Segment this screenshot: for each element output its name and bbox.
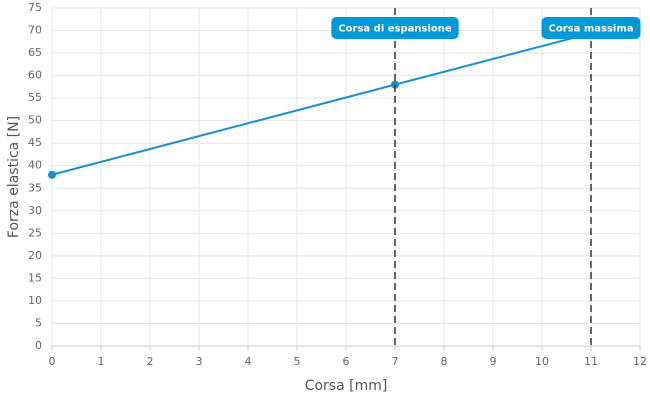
x-tick-label: 2	[147, 355, 154, 368]
y-tick-label: 40	[28, 159, 42, 172]
y-tick-label: 55	[28, 91, 42, 104]
y-tick-label: 75	[28, 1, 42, 14]
point	[48, 170, 56, 179]
annotation-label: Corsa di espansione	[338, 24, 452, 35]
x-tick-label: 10	[535, 355, 549, 368]
x-tick-label: 0	[49, 355, 56, 368]
y-tick-label: 60	[28, 69, 42, 82]
x-tick-label: 9	[490, 355, 497, 368]
x-tick-label: 5	[294, 355, 301, 368]
x-tick-label: 4	[245, 355, 252, 368]
y-tick-label: 65	[28, 46, 42, 59]
y-tick-label: 10	[28, 294, 42, 307]
y-tick-label: 45	[28, 136, 42, 149]
x-tick-label: 6	[343, 355, 350, 368]
annotation-label: Corsa massima	[549, 24, 634, 35]
y-tick-label: 5	[35, 316, 42, 329]
x-axis-title: Corsa [mm]	[305, 378, 388, 394]
y-tick-label: 30	[28, 204, 42, 217]
line	[51, 32, 592, 176]
y-tick-label: 50	[28, 114, 42, 127]
y-tick-label: 35	[28, 181, 42, 194]
x-tick-label: 12	[633, 355, 647, 368]
x-tick-label: 8	[441, 355, 448, 368]
x-tick-label: 3	[196, 355, 203, 368]
annotation-box	[331, 17, 459, 39]
y-tick-label: 0	[35, 339, 42, 352]
annotation-box	[541, 17, 641, 39]
y-tick-label: 20	[28, 249, 42, 262]
x-tick-label: 11	[584, 355, 598, 368]
x-tick-label: 7	[392, 355, 399, 368]
y-tick-label: 15	[28, 271, 42, 284]
x-tick-label: 1	[98, 355, 105, 368]
point	[391, 80, 399, 89]
y-axis-title: Forza elastica [N]	[6, 116, 22, 238]
y-tick-label: 70	[28, 24, 42, 37]
y-tick-label: 25	[28, 226, 42, 239]
